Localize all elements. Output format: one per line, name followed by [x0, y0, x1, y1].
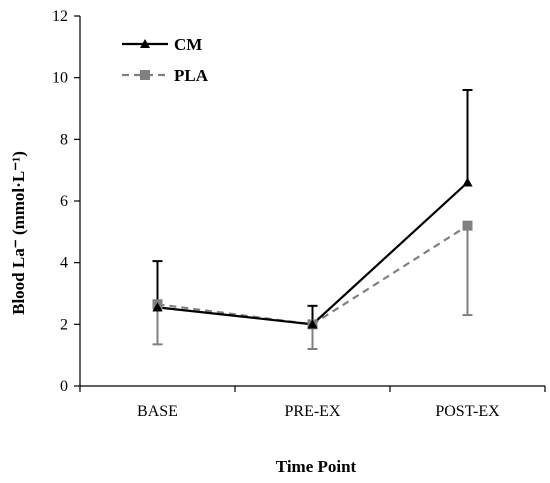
data-point-cm	[152, 302, 163, 312]
series-lines	[157, 181, 469, 326]
y-tick-label: 0	[60, 378, 68, 395]
x-axis-label: Time Point	[276, 457, 357, 476]
y-tick-label: 12	[52, 8, 68, 25]
data-point-cm	[462, 177, 473, 187]
y-tick-label: 10	[52, 70, 68, 87]
error-bars	[152, 89, 473, 350]
legend-marker-cm	[140, 39, 150, 48]
series-markers	[152, 177, 473, 330]
y-axis-label: Blood La⁻ (mmol·L⁻¹)	[9, 151, 28, 315]
x-tick-label: BASE	[137, 403, 178, 420]
y-tick-label: 2	[60, 316, 68, 333]
y-tick-label: 4	[60, 255, 68, 272]
data-point-pla	[462, 220, 473, 231]
legend-label-pla: PLA	[174, 66, 209, 85]
y-tick-label: 8	[60, 131, 68, 148]
data-point-cm	[307, 319, 318, 329]
x-ticks: BASE PRE-EX POST-EX	[79, 386, 546, 420]
legend-marker-pla	[140, 70, 150, 80]
legend: CM PLA	[122, 35, 209, 85]
legend-label-cm: CM	[174, 35, 202, 54]
series-line-cm	[157, 181, 469, 326]
x-tick-label: POST-EX	[435, 403, 500, 420]
y-ticks: 0 2 4 6 8 10 12	[52, 8, 80, 395]
x-tick-label: PRE-EX	[285, 403, 341, 420]
y-tick-label: 6	[60, 193, 68, 210]
